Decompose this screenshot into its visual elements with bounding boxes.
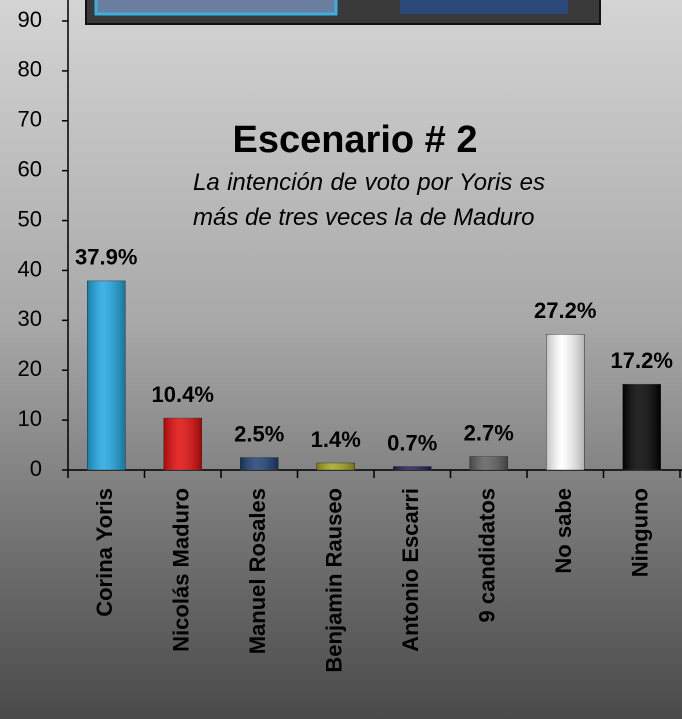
x-tick-label: Corina Yoris [92, 488, 117, 617]
bar-shade [469, 456, 508, 470]
annotation: La intención de voto por Yoris es más de… [193, 169, 545, 231]
value-label: 10.4% [152, 382, 214, 407]
value-label: 2.7% [464, 420, 514, 445]
y-tick-label: 30 [18, 306, 42, 331]
value-label: 27.2% [534, 298, 596, 323]
bar-shade [240, 457, 279, 470]
bar-shade [393, 466, 432, 470]
bar-shade [163, 418, 202, 470]
value-label: 1.4% [311, 427, 361, 452]
y-tick-label: 50 [18, 206, 42, 231]
y-tick-label: 90 [18, 7, 42, 32]
bar-shade [622, 384, 661, 470]
y-tick-label: 0 [30, 456, 42, 481]
bar-shade [546, 334, 585, 470]
y-tick-label: 20 [18, 356, 42, 381]
bar-shade [87, 280, 126, 470]
y-tick-label: 70 [18, 107, 42, 132]
x-tick-label: Benjamin Rauseo [322, 488, 347, 673]
photo-banner [85, 0, 601, 25]
y-tick-label: 80 [18, 57, 42, 82]
y-tick-label: 60 [18, 156, 42, 181]
bar-shade [316, 463, 355, 470]
value-label: 17.2% [611, 348, 673, 373]
y-tick-label: 40 [18, 256, 42, 281]
x-tick-label: Manuel Rosales [245, 488, 270, 654]
chart-title: Escenario # 2 [232, 119, 477, 161]
y-tick-label: 10 [18, 406, 42, 431]
x-tick-label: Ninguno [628, 488, 653, 577]
value-label: 0.7% [387, 430, 437, 455]
x-tick-label: No sabe [551, 488, 576, 574]
value-label: 37.9% [75, 245, 137, 270]
x-tick-label: Nicolás Maduro [169, 488, 194, 652]
x-tick-label: 9 candidatos [475, 488, 500, 622]
value-label: 2.5% [234, 421, 284, 446]
x-tick-label: Antonio Escarri [398, 488, 423, 652]
